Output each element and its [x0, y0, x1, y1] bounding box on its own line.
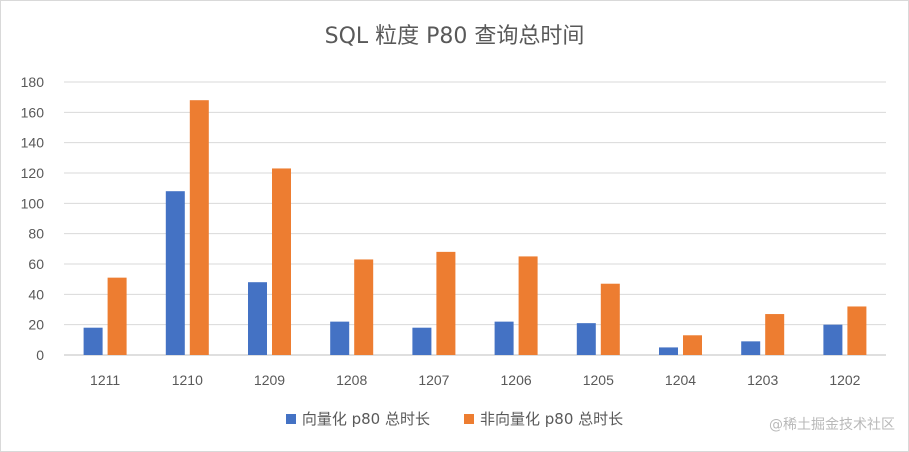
y-tick-label: 160 [21, 104, 45, 120]
y-tick-label: 80 [28, 226, 44, 242]
bar-non-vectorized [765, 314, 785, 355]
x-tick-label: 1204 [665, 372, 696, 388]
y-tick-label: 180 [21, 74, 45, 90]
x-tick-label: 1205 [583, 372, 614, 388]
y-tick-label: 100 [21, 195, 45, 211]
bar-non-vectorized [600, 283, 620, 355]
x-tick-label: 1203 [747, 372, 778, 388]
bar-non-vectorized [272, 168, 291, 355]
bar-vectorized [248, 282, 267, 355]
bar-non-vectorized [189, 100, 209, 355]
y-tick-label: 20 [28, 317, 44, 333]
bar-non-vectorized [436, 251, 456, 355]
legend-label-non-vectorized: 非向量化 p80 总时长 [480, 410, 624, 428]
x-tick-label: 1210 [172, 372, 203, 388]
y-tick-label: 60 [28, 256, 44, 272]
bar-non-vectorized [683, 335, 702, 355]
bar-non-vectorized [518, 256, 538, 355]
legend-swatch-non-vectorized [464, 413, 474, 424]
legend-swatch-vectorized [285, 413, 296, 424]
bar-vectorized [412, 327, 432, 355]
x-tick-label: 1206 [501, 372, 532, 388]
bar-vectorized [494, 321, 514, 355]
y-tick-label: 140 [21, 135, 45, 151]
y-tick-label: 0 [36, 347, 44, 363]
bar-vectorized [165, 191, 185, 355]
bar-non-vectorized [107, 277, 127, 355]
watermark: @稀土掘金技术社区 [769, 417, 895, 433]
chart-title: SQL 粒度 P80 查询总时间 [324, 24, 585, 49]
bar-vectorized [330, 321, 350, 355]
x-tick-label: 1208 [336, 372, 367, 388]
x-tick-label: 1209 [254, 372, 285, 388]
bar-vectorized [576, 323, 596, 355]
y-tick-label: 40 [28, 286, 44, 302]
bar-vectorized [823, 324, 843, 355]
y-tick-label: 120 [21, 165, 45, 181]
legend-label-vectorized: 向量化 p80 总时长 [301, 410, 430, 428]
legend-item-vectorized: 向量化 p80 总时长 [285, 408, 430, 429]
bar-non-vectorized [354, 259, 374, 355]
legend: 向量化 p80 总时长 非向量化 p80 总时长 [0, 408, 909, 429]
x-tick-label: 1202 [829, 372, 860, 388]
bar-non-vectorized [847, 306, 867, 355]
legend-item-non-vectorized: 非向量化 p80 总时长 [464, 408, 623, 429]
bar-vectorized [741, 341, 761, 355]
x-tick-label: 1207 [418, 372, 449, 388]
x-tick-label: 1211 [90, 372, 120, 388]
bar-vectorized [83, 327, 103, 355]
bar-vectorized [659, 347, 678, 355]
